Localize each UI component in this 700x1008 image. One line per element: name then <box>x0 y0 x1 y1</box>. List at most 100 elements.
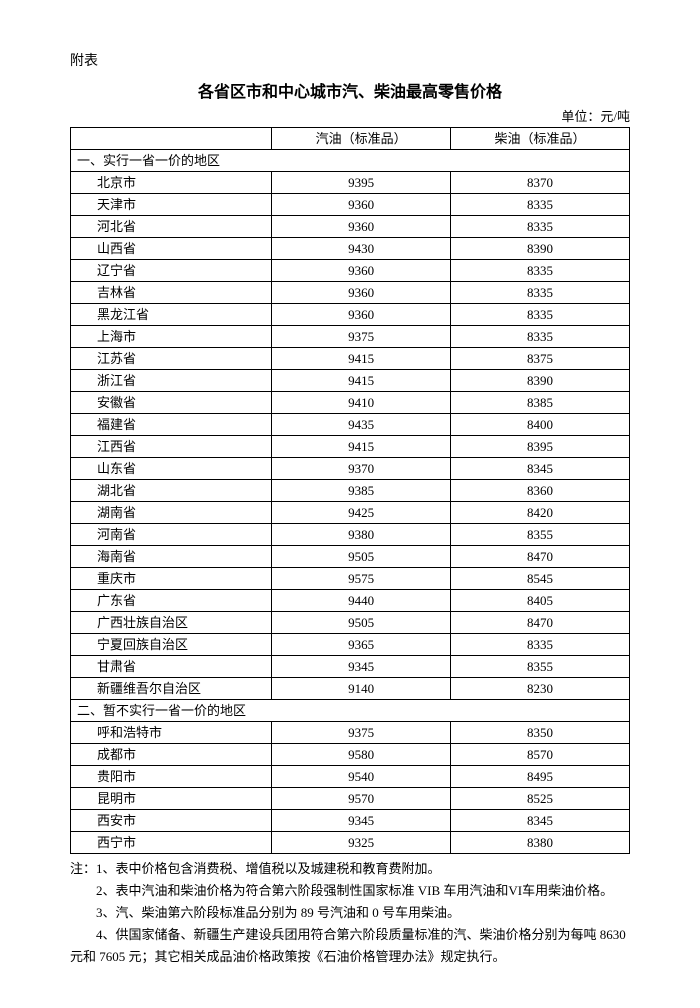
table-cell: 西宁市 <box>71 832 272 854</box>
table-cell: 9415 <box>272 348 451 370</box>
table-cell: 9505 <box>272 612 451 634</box>
table-cell: 9505 <box>272 546 451 568</box>
table-cell: 呼和浩特市 <box>71 722 272 744</box>
table-cell: 辽宁省 <box>71 260 272 282</box>
table-cell: 重庆市 <box>71 568 272 590</box>
table-cell: 9325 <box>272 832 451 854</box>
table-cell: 江西省 <box>71 436 272 458</box>
table-cell: 8405 <box>451 590 630 612</box>
table-cell: 9440 <box>272 590 451 612</box>
table-cell: 8355 <box>451 656 630 678</box>
table-cell: 8390 <box>451 238 630 260</box>
table-cell: 8345 <box>451 810 630 832</box>
table-cell: 安徽省 <box>71 392 272 414</box>
table-cell: 8420 <box>451 502 630 524</box>
table-cell: 9360 <box>272 260 451 282</box>
table-cell: 8495 <box>451 766 630 788</box>
table-cell: 9140 <box>272 678 451 700</box>
attachment-label: 附表 <box>70 50 630 70</box>
table-cell: 浙江省 <box>71 370 272 392</box>
table-cell: 贵阳市 <box>71 766 272 788</box>
table-cell: 9395 <box>272 172 451 194</box>
table-cell: 9430 <box>272 238 451 260</box>
table-cell: 9345 <box>272 656 451 678</box>
table-cell: 甘肃省 <box>71 656 272 678</box>
table-cell: 9345 <box>272 810 451 832</box>
table-cell <box>71 128 272 150</box>
table-cell: 8380 <box>451 832 630 854</box>
table-cell: 广东省 <box>71 590 272 612</box>
table-cell: 福建省 <box>71 414 272 436</box>
unit-label: 单位：元/吨 <box>70 106 630 125</box>
table-cell: 9370 <box>272 458 451 480</box>
table-cell: 汽油（标准品） <box>272 128 451 150</box>
table-cell: 北京市 <box>71 172 272 194</box>
table-cell: 8525 <box>451 788 630 810</box>
note-3: 3、汽、柴油第六阶段标准品分别为 89 号汽油和 0 号车用柴油。 <box>70 902 630 924</box>
table-cell: 山东省 <box>71 458 272 480</box>
table-cell: 8335 <box>451 282 630 304</box>
table-cell: 8385 <box>451 392 630 414</box>
table-cell: 新疆维吾尔自治区 <box>71 678 272 700</box>
note-4: 4、供国家储备、新疆生产建设兵团用符合第六阶段质量标准的汽、柴油价格分别为每吨 … <box>70 924 630 968</box>
table-cell: 河南省 <box>71 524 272 546</box>
table-cell: 9540 <box>272 766 451 788</box>
table-cell: 9575 <box>272 568 451 590</box>
table-cell: 8375 <box>451 348 630 370</box>
table-cell: 8345 <box>451 458 630 480</box>
table-cell: 天津市 <box>71 194 272 216</box>
note-2: 2、表中汽油和柴油价格为符合第六阶段强制性国家标准 VIB 车用汽油和VI车用柴… <box>70 880 630 902</box>
table-cell: 9425 <box>272 502 451 524</box>
table-cell: 8335 <box>451 194 630 216</box>
table-cell: 成都市 <box>71 744 272 766</box>
table-cell: 8360 <box>451 480 630 502</box>
table-cell: 宁夏回族自治区 <box>71 634 272 656</box>
table-cell: 9385 <box>272 480 451 502</box>
table-cell: 9360 <box>272 216 451 238</box>
table-cell: 广西壮族自治区 <box>71 612 272 634</box>
table-cell: 8335 <box>451 304 630 326</box>
notes: 注：1、表中价格包含消费税、增值税以及城建税和教育费附加。 2、表中汽油和柴油价… <box>70 858 630 968</box>
table-cell: 9375 <box>272 326 451 348</box>
table-cell: 9435 <box>272 414 451 436</box>
table-cell: 海南省 <box>71 546 272 568</box>
table-cell: 江苏省 <box>71 348 272 370</box>
table-cell: 9375 <box>272 722 451 744</box>
table-cell: 9415 <box>272 436 451 458</box>
table-cell: 8470 <box>451 546 630 568</box>
table-cell: 8400 <box>451 414 630 436</box>
table-cell: 8370 <box>451 172 630 194</box>
table-cell: 8350 <box>451 722 630 744</box>
table-cell: 山西省 <box>71 238 272 260</box>
table-cell: 湖南省 <box>71 502 272 524</box>
table-cell: 8335 <box>451 216 630 238</box>
table-cell: 8355 <box>451 524 630 546</box>
table-cell: 9570 <box>272 788 451 810</box>
table-cell: 8335 <box>451 326 630 348</box>
table-cell: 吉林省 <box>71 282 272 304</box>
price-table: 汽油（标准品）柴油（标准品）一、实行一省一价的地区北京市93958370天津市9… <box>70 127 630 854</box>
table-cell: 8570 <box>451 744 630 766</box>
table-cell: 9415 <box>272 370 451 392</box>
table-cell: 二、暂不实行一省一价的地区 <box>71 700 630 722</box>
table-cell: 9360 <box>272 304 451 326</box>
table-cell: 9580 <box>272 744 451 766</box>
table-cell: 8230 <box>451 678 630 700</box>
table-cell: 柴油（标准品） <box>451 128 630 150</box>
table-cell: 8395 <box>451 436 630 458</box>
note-1: 注：1、表中价格包含消费税、增值税以及城建税和教育费附加。 <box>70 858 630 880</box>
table-cell: 8335 <box>451 260 630 282</box>
table-cell: 9380 <box>272 524 451 546</box>
table-cell: 一、实行一省一价的地区 <box>71 150 630 172</box>
table-cell: 黑龙江省 <box>71 304 272 326</box>
table-cell: 西安市 <box>71 810 272 832</box>
table-cell: 上海市 <box>71 326 272 348</box>
table-cell: 8470 <box>451 612 630 634</box>
table-cell: 9360 <box>272 282 451 304</box>
table-cell: 河北省 <box>71 216 272 238</box>
table-cell: 9365 <box>272 634 451 656</box>
table-cell: 9360 <box>272 194 451 216</box>
table-cell: 8545 <box>451 568 630 590</box>
table-cell: 8335 <box>451 634 630 656</box>
table-cell: 9410 <box>272 392 451 414</box>
